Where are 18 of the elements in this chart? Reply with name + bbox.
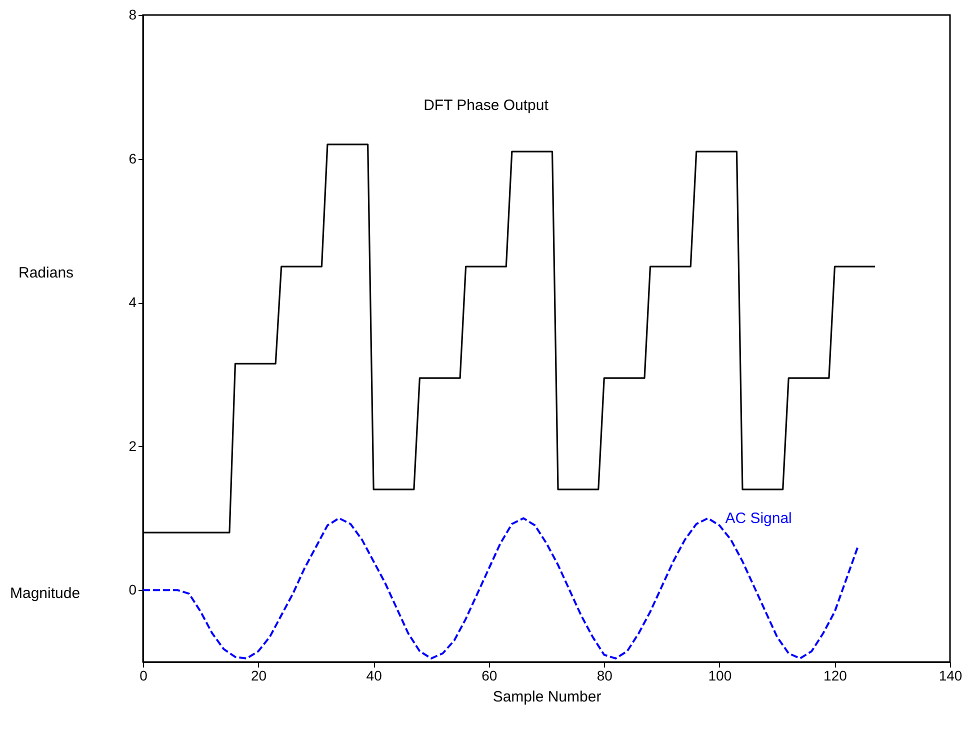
x-tick-label: 120 <box>824 668 848 684</box>
x-axis-title: Sample Number <box>492 688 602 706</box>
y-tick-label: 0 <box>128 582 137 598</box>
x-tick-label: 20 <box>250 668 267 684</box>
x-tick-label: 80 <box>596 668 613 684</box>
x-tick-label: 60 <box>482 668 498 684</box>
y-tick-label: 2 <box>128 438 137 454</box>
x-tick-label: 100 <box>708 668 732 684</box>
y-axis-title: Radians <box>18 264 74 282</box>
x-tick-label: 140 <box>938 668 962 684</box>
text: Magnitude <box>10 585 80 602</box>
x-tick-label: 40 <box>366 668 382 684</box>
y-tick-label: 4 <box>128 294 137 310</box>
series-label: AC Signal <box>725 510 792 528</box>
x-tick-label: 0 <box>140 668 148 684</box>
y-tick-label: 6 <box>128 150 137 166</box>
y-tick-label: 8 <box>128 6 137 22</box>
text: DFT Phase Output <box>424 96 550 114</box>
